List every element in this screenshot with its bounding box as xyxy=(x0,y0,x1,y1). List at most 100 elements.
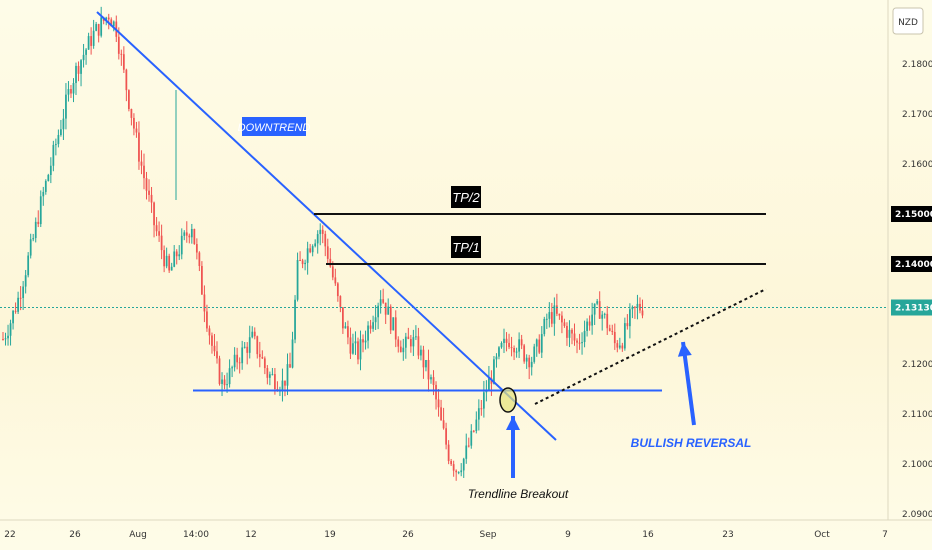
y-axis: 2.18000 2.17000 2.16000 2.15000 2.14000 2.120… xyxy=(891,60,932,520)
candle xyxy=(130,109,133,118)
candle xyxy=(613,331,616,344)
breakout-circle xyxy=(499,387,517,413)
candle xyxy=(586,321,588,331)
candle xyxy=(228,368,231,385)
candle xyxy=(203,294,206,312)
current-price-label: 2.13130 xyxy=(895,304,932,314)
candle xyxy=(309,248,312,253)
candle xyxy=(145,178,148,191)
candle xyxy=(331,266,334,278)
candle xyxy=(258,354,261,358)
candle xyxy=(455,470,458,473)
candle xyxy=(548,312,551,319)
candle xyxy=(342,307,344,329)
tp-label: TP/2 xyxy=(452,190,480,205)
y-tick-label: 2.10000 xyxy=(902,460,932,470)
candle xyxy=(128,90,130,110)
candle xyxy=(430,377,432,380)
candle xyxy=(304,262,306,265)
candle xyxy=(27,255,30,276)
candle xyxy=(266,368,269,378)
candle xyxy=(190,228,193,238)
candle xyxy=(591,314,594,326)
candle xyxy=(556,305,558,314)
candle xyxy=(97,24,100,36)
candle xyxy=(354,341,357,344)
candle xyxy=(95,24,98,31)
candle xyxy=(211,335,213,346)
candle xyxy=(462,458,465,471)
candle xyxy=(62,118,65,130)
candle xyxy=(110,19,113,27)
candle xyxy=(538,339,541,353)
candle xyxy=(2,339,4,340)
candle xyxy=(535,339,538,347)
candle xyxy=(626,323,629,327)
candle xyxy=(216,351,218,359)
candle xyxy=(447,444,450,462)
candle xyxy=(326,246,329,259)
candle xyxy=(85,49,87,55)
candle xyxy=(621,345,624,349)
candle xyxy=(296,260,299,300)
candle xyxy=(160,235,163,251)
candle xyxy=(558,313,561,316)
candle xyxy=(442,420,445,429)
candle xyxy=(493,359,495,384)
y-tick-label: 2.11000 xyxy=(902,410,932,420)
candle xyxy=(301,260,304,265)
candle xyxy=(573,333,576,341)
candle xyxy=(138,132,140,162)
candle xyxy=(515,351,518,353)
x-tick-label: 16 xyxy=(642,530,654,540)
candle xyxy=(357,341,359,360)
candle xyxy=(87,36,90,50)
candle xyxy=(631,306,634,310)
candle xyxy=(271,374,274,376)
candle xyxy=(603,313,606,315)
candle xyxy=(530,361,533,368)
level-price-tag xyxy=(891,256,932,272)
candle xyxy=(268,374,271,378)
candle xyxy=(452,464,455,471)
candle xyxy=(583,330,586,343)
candle xyxy=(618,345,621,348)
candle xyxy=(553,305,556,324)
candle xyxy=(523,345,526,362)
candle xyxy=(578,342,581,344)
x-tick-label: 19 xyxy=(324,530,336,540)
candle xyxy=(112,21,115,27)
y-tick-label: 2.12000 xyxy=(902,360,932,370)
candle xyxy=(140,161,143,166)
candle xyxy=(362,339,364,343)
candle xyxy=(316,234,319,244)
candle xyxy=(344,326,347,329)
candle xyxy=(143,165,145,179)
candle xyxy=(135,128,138,133)
candle xyxy=(148,190,150,195)
candle xyxy=(367,325,369,341)
x-tick-label: 7 xyxy=(882,530,888,540)
candle xyxy=(263,358,266,369)
candle xyxy=(352,343,354,354)
candle xyxy=(336,283,339,297)
candle xyxy=(593,303,596,315)
candle xyxy=(173,251,176,267)
currency-box[interactable] xyxy=(892,7,924,35)
x-axis: 22 26 Aug 14:00 12 19 26 Sep 9 16 23 Oct 7 xyxy=(4,530,888,540)
candle xyxy=(543,318,546,335)
candle xyxy=(49,165,52,175)
candle xyxy=(520,339,523,346)
candle xyxy=(9,323,12,336)
candle xyxy=(488,378,490,392)
candle xyxy=(4,338,7,340)
candle xyxy=(412,337,415,347)
candle xyxy=(571,329,573,334)
candle xyxy=(70,89,72,94)
candle xyxy=(117,36,120,54)
candle xyxy=(158,231,160,236)
candle xyxy=(339,296,342,308)
candle xyxy=(100,17,103,36)
candle xyxy=(32,238,35,240)
